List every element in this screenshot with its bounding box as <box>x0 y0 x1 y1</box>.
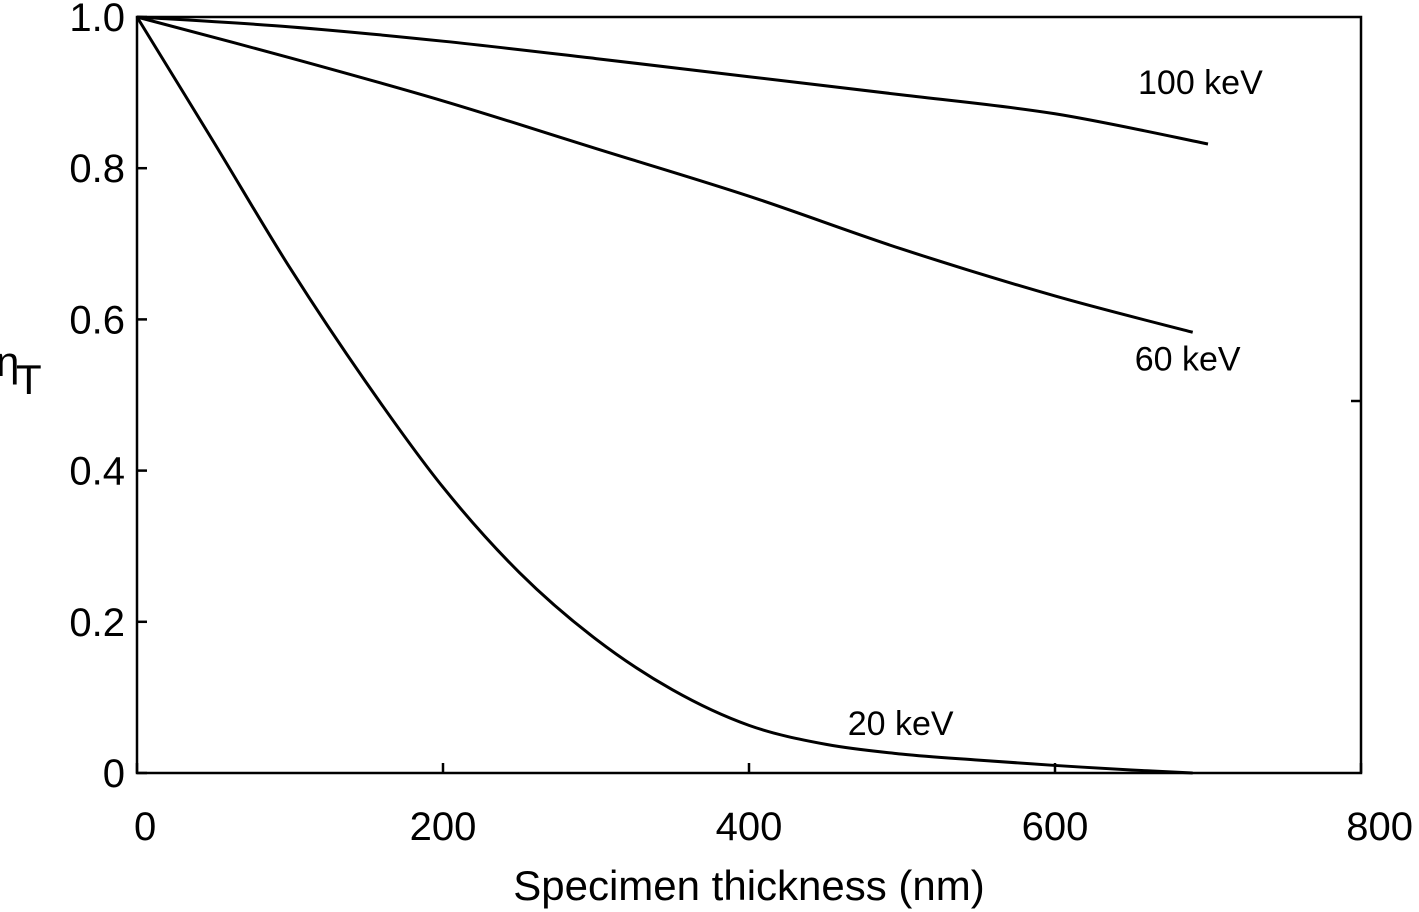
y-axis-title-main: η <box>0 338 19 385</box>
x-axis-title: Specimen thickness (nm) <box>513 862 985 909</box>
y-tick-label-1-0: 1.0 <box>69 0 125 40</box>
series-line-20-kev <box>135 16 1193 775</box>
y-tick-label-0: 0 <box>103 752 125 796</box>
x-tick-labels: 0 200 400 600 800 <box>134 805 1413 849</box>
plot-frame <box>135 15 1363 775</box>
y-tick-label-0-6: 0.6 <box>69 298 125 342</box>
series-line-100-kev <box>136 15 1209 146</box>
y-tick-labels: 0 0.2 0.4 0.6 0.8 1.0 <box>69 0 125 796</box>
axis-ticks <box>135 15 1363 775</box>
series-label-20-kev: 20 keV <box>848 705 954 743</box>
y-tick-label-0-2: 0.2 <box>69 601 125 645</box>
series-label-60-kev: 60 keV <box>1135 340 1241 378</box>
x-tick-label-0: 0 <box>134 805 156 849</box>
series-lines <box>135 15 1209 775</box>
y-axis-title: η T <box>0 338 42 403</box>
x-tick-label-600: 600 <box>1022 805 1089 849</box>
series-label-100-kev: 100 keV <box>1138 64 1263 102</box>
x-tick-label-200: 200 <box>410 805 477 849</box>
x-tick-label-400: 400 <box>716 805 783 849</box>
y-tick-label-0-8: 0.8 <box>69 147 125 191</box>
series-line-60-kev <box>136 15 1194 334</box>
y-axis-title-sub: T <box>16 356 42 403</box>
series-labels: 100 keV 60 keV 20 keV <box>848 64 1263 743</box>
x-tick-label-800: 800 <box>1346 805 1413 849</box>
y-tick-label-0-4: 0.4 <box>69 450 125 494</box>
